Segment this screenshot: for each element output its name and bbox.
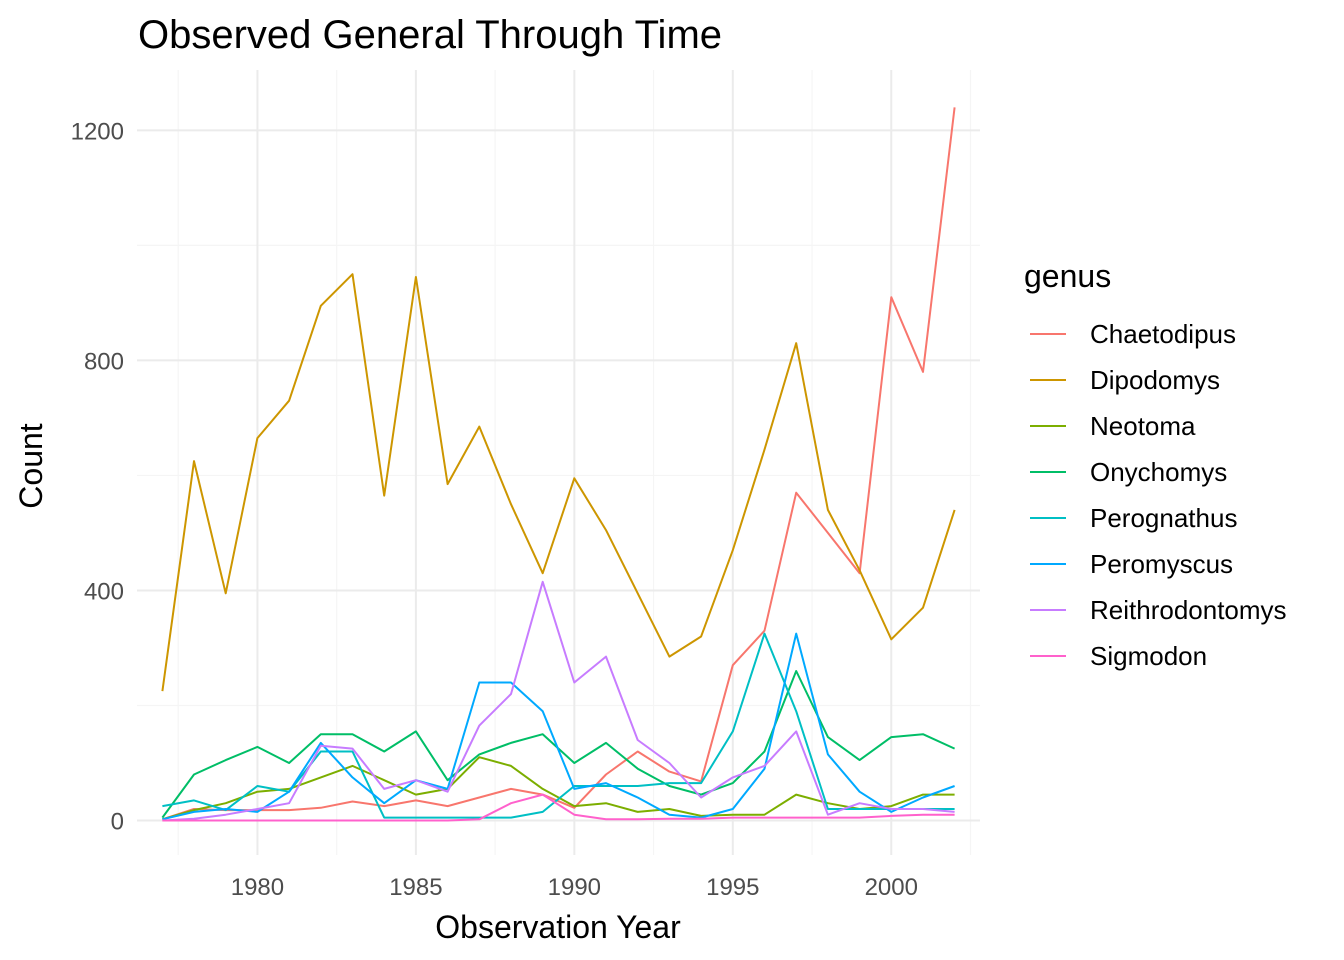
y-axis-ticks: 0 400 800 1200 — [71, 118, 124, 835]
series-line-dipodomys — [161, 273, 956, 692]
chart-title: Observed General Through Time — [138, 13, 722, 57]
legend-label-peromyscus: Peromyscus — [1090, 549, 1233, 579]
series-line-perognathus — [162, 632, 955, 819]
x-axis-ticks: 1980 1985 1990 1995 2000 — [231, 874, 918, 901]
series-lines — [161, 107, 956, 822]
legend-label-perognathus: Perognathus — [1090, 503, 1237, 533]
y-tick-label: 0 — [111, 808, 124, 835]
series-line-sigmodon — [162, 793, 955, 822]
legend-label-dipodomys: Dipodomys — [1090, 365, 1220, 395]
legend-label-onychomys: Onychomys — [1090, 457, 1227, 487]
y-axis-title: Count — [13, 423, 49, 509]
x-axis-title: Observation Year — [435, 909, 681, 945]
x-tick-label: 1980 — [231, 874, 284, 901]
x-tick-label: 1985 — [389, 874, 442, 901]
legend-label-neotoma: Neotoma — [1090, 411, 1196, 441]
series-line-chaetodipus — [162, 107, 956, 821]
x-tick-label: 2000 — [865, 874, 918, 901]
y-tick-label: 400 — [84, 578, 124, 605]
y-tick-label: 800 — [84, 348, 124, 375]
y-tick-label: 1200 — [71, 118, 124, 145]
legend-label-reithrodontomys: Reithrodontomys — [1090, 595, 1287, 625]
gridlines — [137, 70, 980, 855]
x-tick-label: 1995 — [706, 874, 759, 901]
series-line-reithrodontomys — [162, 580, 955, 822]
x-tick-label: 1990 — [548, 874, 601, 901]
legend-title: genus — [1024, 258, 1111, 294]
series-line-peromyscus — [162, 632, 955, 821]
legend: genus Chaetodipus Dipodomys Neotoma Onychom… — [1024, 258, 1287, 671]
legend-label-chaetodipus: Chaetodipus — [1090, 319, 1236, 349]
legend-label-sigmodon: Sigmodon — [1090, 641, 1207, 671]
